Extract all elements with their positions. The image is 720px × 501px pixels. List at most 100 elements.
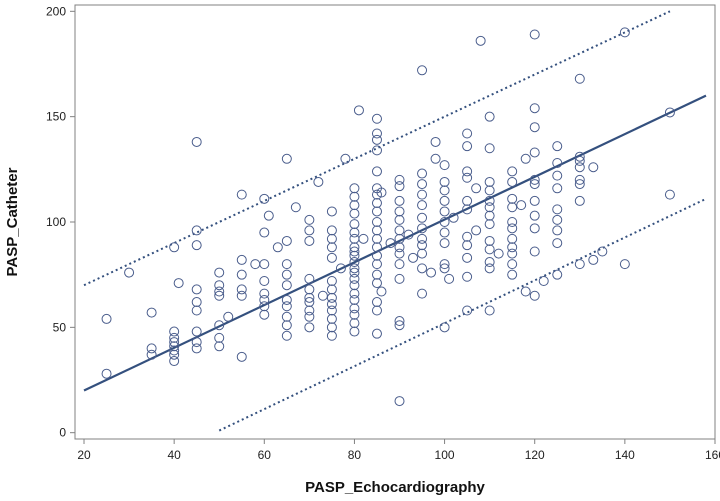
data-point <box>507 202 518 213</box>
data-point <box>529 174 540 185</box>
data-point <box>263 210 274 221</box>
data-point <box>417 212 428 223</box>
data-point <box>417 248 428 259</box>
data-point <box>552 204 563 215</box>
data-point <box>304 273 315 284</box>
data-point <box>484 305 495 316</box>
data-point <box>552 158 563 169</box>
data-point <box>259 275 270 286</box>
data-point <box>371 250 382 261</box>
data-point <box>259 227 270 238</box>
x-tick-label: 140 <box>615 448 635 462</box>
data-point <box>250 259 261 270</box>
data-point <box>349 246 360 257</box>
data-point <box>146 343 157 354</box>
data-point <box>516 200 527 211</box>
data-point <box>358 233 369 244</box>
data-point <box>574 151 585 162</box>
data-point <box>304 311 315 322</box>
data-point <box>236 269 247 280</box>
data-point <box>371 145 382 156</box>
x-tick-label: 80 <box>348 448 362 462</box>
data-point <box>169 242 180 253</box>
data-point <box>349 318 360 329</box>
data-point <box>349 267 360 278</box>
data-point <box>101 313 112 324</box>
data-point <box>529 179 540 190</box>
data-point <box>349 288 360 299</box>
data-point <box>430 136 441 147</box>
data-point <box>529 210 540 221</box>
y-tick-label: 0 <box>59 426 66 440</box>
data-point <box>236 290 247 301</box>
x-tick-label: 160 <box>705 448 720 462</box>
data-point <box>349 280 360 291</box>
data-point <box>326 305 337 316</box>
data-point <box>281 311 292 322</box>
data-point <box>417 223 428 234</box>
data-point <box>371 206 382 217</box>
data-point <box>317 290 328 301</box>
data-point <box>529 103 540 114</box>
x-tick-label: 20 <box>77 448 91 462</box>
data-point <box>191 240 202 251</box>
data-point <box>588 254 599 265</box>
data-point <box>371 328 382 339</box>
data-point <box>169 341 180 352</box>
data-point <box>281 259 292 270</box>
data-point <box>507 176 518 187</box>
data-point <box>349 250 360 261</box>
data-point <box>520 286 531 297</box>
data-point <box>462 128 473 139</box>
data-point <box>462 141 473 152</box>
data-point <box>664 107 675 118</box>
data-point <box>349 233 360 244</box>
data-point <box>371 166 382 177</box>
data-point <box>169 326 180 337</box>
data-point <box>214 290 225 301</box>
data-point <box>394 259 405 270</box>
data-point <box>484 111 495 122</box>
data-point <box>394 242 405 253</box>
data-point <box>664 189 675 200</box>
data-point <box>236 189 247 200</box>
data-point <box>529 246 540 257</box>
data-point <box>484 244 495 255</box>
data-point <box>484 195 495 206</box>
data-point <box>394 181 405 192</box>
data-point <box>371 259 382 270</box>
data-point <box>313 176 324 187</box>
data-point <box>281 280 292 291</box>
data-point <box>326 313 337 324</box>
data-point <box>191 343 202 354</box>
data-point <box>349 227 360 238</box>
data-point <box>394 316 405 327</box>
lower-prediction-line <box>218 197 707 432</box>
data-point <box>214 332 225 343</box>
data-point <box>529 122 540 133</box>
data-point <box>326 284 337 295</box>
y-tick-label: 100 <box>46 215 66 229</box>
data-point <box>597 246 608 257</box>
data-points <box>101 27 675 407</box>
data-point <box>507 193 518 204</box>
y-axis: 0 50 100 150 200 <box>46 4 75 440</box>
data-point <box>371 217 382 227</box>
y-axis-title: PASP_Catheter <box>4 167 21 276</box>
data-point <box>574 259 585 270</box>
data-point <box>439 217 450 227</box>
data-point <box>335 263 346 274</box>
data-point <box>259 294 270 305</box>
data-point <box>326 322 337 333</box>
data-point <box>417 200 428 211</box>
data-point <box>371 134 382 145</box>
x-axis-title: PASP_Echocardiography <box>305 479 485 496</box>
data-point <box>371 198 382 209</box>
data-point <box>259 259 270 270</box>
data-point <box>507 233 518 244</box>
data-point <box>371 189 382 200</box>
data-point <box>462 271 473 282</box>
data-point <box>304 225 315 236</box>
data-point <box>214 320 225 331</box>
